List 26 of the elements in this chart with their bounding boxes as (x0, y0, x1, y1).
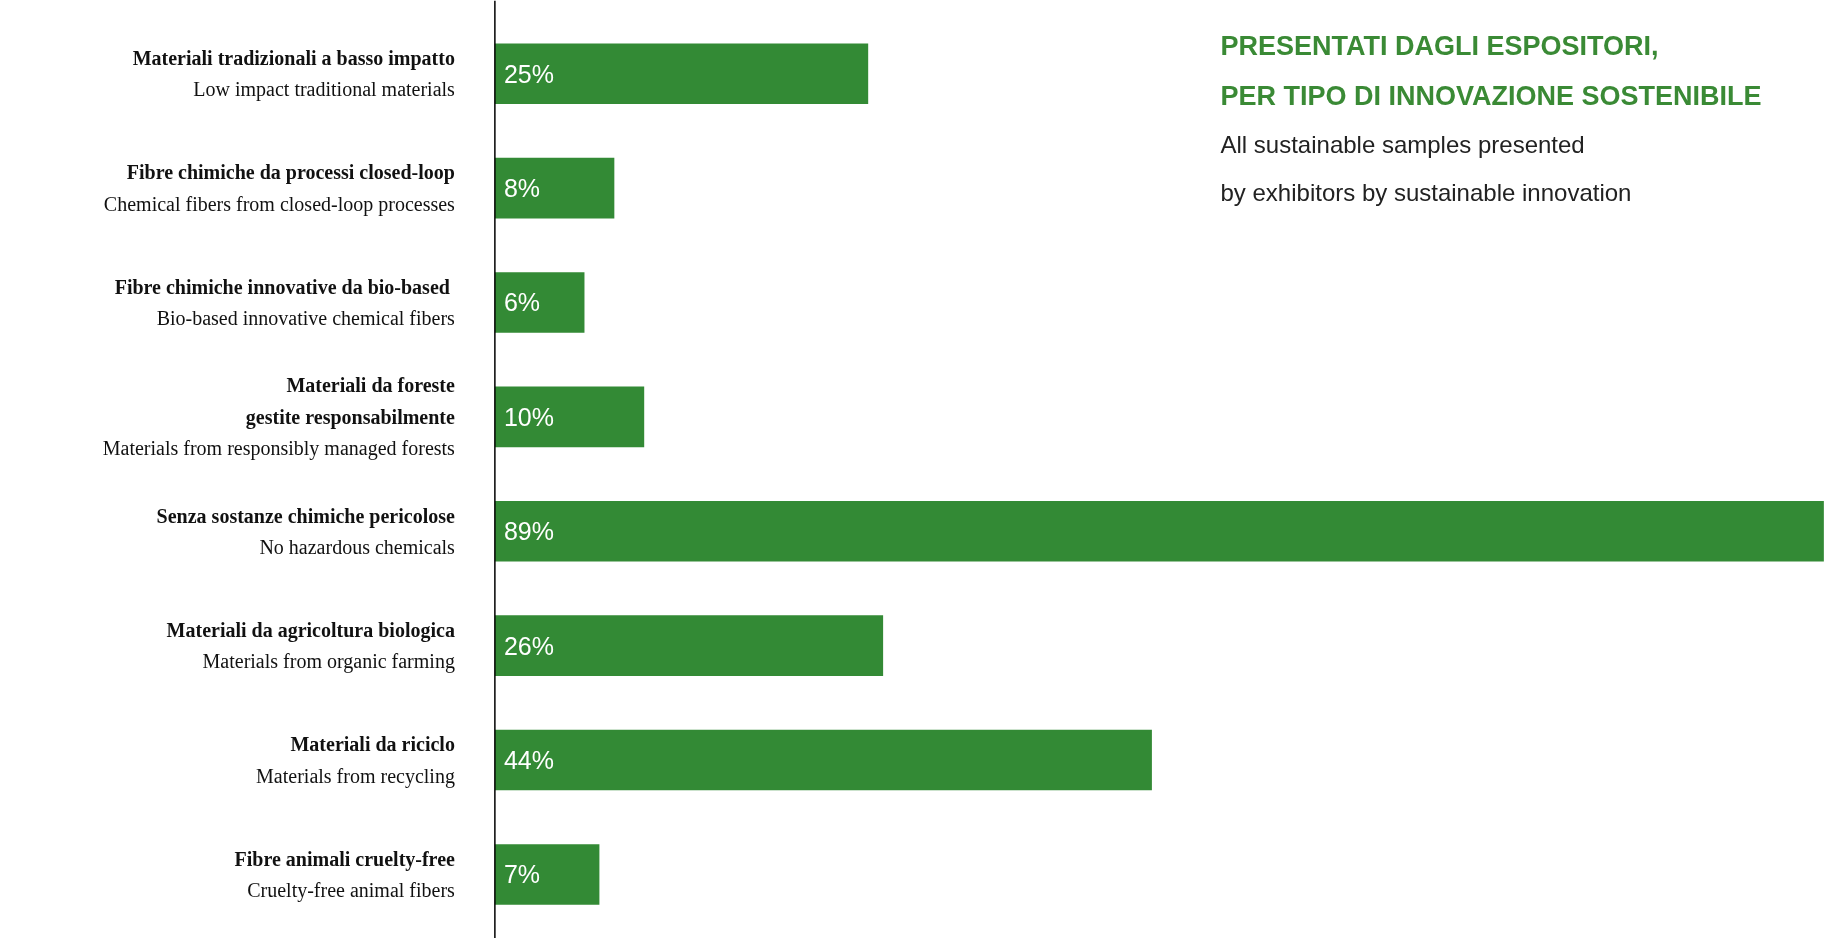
bar (494, 844, 600, 905)
bar (494, 500, 1824, 562)
text: All sustainable samples presented by exhibitors by sustainable innovation (1220, 130, 1632, 206)
data-label: 89% (503, 517, 554, 546)
bar (494, 272, 585, 333)
data-label: 10% (503, 402, 554, 431)
y-tick-label: Materiali da agricoltura biologica Materials from organic farming (166, 618, 455, 674)
data-label: 6% (503, 288, 541, 317)
y-tick-label: Senza sostanze chimiche pericolose No hazardous chemicals (156, 504, 456, 558)
bar (494, 615, 884, 676)
text: PRESENTATI DAGLI ESPOSITORI, PER TIPO DI INNOVAZIONE SOSTENIBILE (1220, 30, 1762, 111)
bar (494, 386, 645, 448)
data-label: 25% (503, 59, 554, 88)
bar (494, 43, 869, 105)
data-label: 8% (503, 174, 541, 203)
y-tick-label: Fibre chimiche da processi closed-loop Chemical fibers from closed-loop processes (103, 161, 456, 216)
data-label: 7% (503, 860, 541, 889)
data-label: 44% (503, 746, 554, 775)
y-tick-label: Materiali tradizionali a basso impatto Low impact traditional materials (132, 46, 456, 102)
bar (494, 157, 615, 219)
bar (494, 729, 1152, 791)
y-tick-label: Fibre chimiche innovative da bio-based Bio-based innovative chemical fibers (114, 275, 456, 330)
data-label: 26% (503, 631, 554, 660)
y-tick-label: Fibre animali cruelty-free Cruelty-free animal fibers (234, 847, 456, 903)
y-tick-label: Materiali da foreste gestite responsabilmente Materials from responsibly managed forests (102, 374, 456, 461)
y-tick-label: Materiali da riciclo Materials from recycling (256, 733, 455, 788)
